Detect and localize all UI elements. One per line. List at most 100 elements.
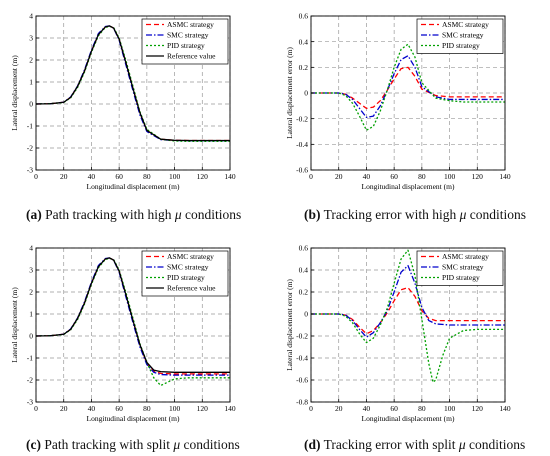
series-line <box>35 257 230 387</box>
x-tick-label: 100 <box>169 404 181 413</box>
caption-a: (a) Path tracking with high μ conditions <box>26 207 241 223</box>
x-tick-label: 140 <box>224 172 236 181</box>
chart-panel-a: 0 20 40 60 80 100 120 140 -3 -2 -1 0 1 2 3 4 Longitudina… <box>0 0 275 200</box>
caption-mu: μ <box>173 437 181 452</box>
y-tick-label: -3 <box>27 166 33 175</box>
x-tick-label: 40 <box>88 404 96 413</box>
legend-label: Reference value <box>167 284 216 293</box>
y-axis-label: Lateral displacement error (m) <box>285 47 294 139</box>
y-tick-label: -1 <box>27 122 33 131</box>
series-line <box>311 43 505 131</box>
caption-mu: μ <box>459 207 467 222</box>
y-tick-label: 0.6 <box>299 244 309 253</box>
x-tick-label: 60 <box>390 172 398 181</box>
legend-label: PID strategy <box>442 41 480 50</box>
legend-label: ASMC strategy <box>442 20 489 29</box>
x-tick-label: 120 <box>197 404 209 413</box>
legend-label: Reference value <box>167 52 216 61</box>
chart-svg: 0 20 40 60 80 100 120 140 -0.8 -0.6 -0.4 -0.2 0 0.2 0.… <box>285 244 511 423</box>
x-tick-label: 0 <box>34 404 38 413</box>
caption-label: (a) <box>26 207 42 222</box>
x-tick-label: 140 <box>499 404 511 413</box>
series-line <box>311 66 505 110</box>
y-tick-label: 3 <box>29 34 33 43</box>
chart-svg: 0 20 40 60 80 100 120 140 -3 -2 -1 0 1 2 3 4 Longitudina… <box>10 244 236 423</box>
chart-panel-c: 0 20 40 60 80 100 120 140 -3 -2 -1 0 1 2 3 4 Longitudina… <box>0 232 275 432</box>
x-tick-label: 60 <box>115 172 123 181</box>
x-tick-label: 20 <box>335 404 343 413</box>
caption-c: (c) Path tracking with split μ condition… <box>26 437 240 453</box>
plot-frame <box>35 15 231 171</box>
y-tick-label: -2 <box>27 376 33 385</box>
y-tick-label: -0.2 <box>296 114 308 123</box>
y-tick-label: -3 <box>27 398 33 407</box>
series-line <box>311 264 505 338</box>
chart-svg: 0 20 40 60 80 100 120 140 -3 -2 -1 0 1 2 3 4 Longitudina… <box>10 12 236 191</box>
y-tick-label: -0.8 <box>296 398 308 407</box>
caption-label: (b) <box>304 207 321 222</box>
plot-frame <box>35 247 231 403</box>
x-axis-label: Longitudinal displacement (m) <box>87 414 180 423</box>
y-tick-label: 3 <box>29 266 33 275</box>
x-axis-label: Longitudinal displacement (m) <box>87 182 180 191</box>
caption-text: Path tracking with split <box>40 437 174 452</box>
x-tick-label: 0 <box>309 172 313 181</box>
caption-label: (d) <box>304 437 321 452</box>
x-tick-label: 80 <box>418 172 426 181</box>
legend-label: SMC strategy <box>442 31 484 40</box>
x-tick-label: 20 <box>335 172 343 181</box>
caption-text: conditions <box>466 207 527 222</box>
x-tick-label: 40 <box>88 172 96 181</box>
caption-mu: μ <box>458 437 466 452</box>
x-tick-label: 0 <box>34 172 38 181</box>
x-tick-label: 100 <box>169 172 181 181</box>
y-tick-label: -0.4 <box>296 140 308 149</box>
caption-text: conditions <box>465 437 526 452</box>
y-axis-label: Lateral displacement error (m) <box>285 279 294 371</box>
y-tick-label: -1 <box>27 354 33 363</box>
x-tick-label: 100 <box>444 172 456 181</box>
x-tick-label: 120 <box>197 172 209 181</box>
x-tick-label: 60 <box>115 404 123 413</box>
caption-text: conditions <box>180 437 240 452</box>
chart-panel-d: 0 20 40 60 80 100 120 140 -0.8 -0.6 -0.4 -0.2 0 0.2 0.… <box>275 232 550 432</box>
x-tick-label: 140 <box>499 172 511 181</box>
y-tick-label: 0.2 <box>299 63 309 72</box>
y-tick-label: -0.4 <box>296 354 308 363</box>
y-tick-label: -0.6 <box>296 166 308 175</box>
caption-text: conditions <box>181 207 242 222</box>
caption-text: Tracking error with high <box>320 207 460 222</box>
x-tick-label: 120 <box>472 404 484 413</box>
x-axis-label: Longitudinal displacement (m) <box>362 414 455 423</box>
series-line <box>35 25 230 142</box>
x-tick-label: 40 <box>363 172 371 181</box>
y-tick-label: -0.2 <box>296 332 308 341</box>
y-axis-label: Lateral displacement (m) <box>10 287 19 363</box>
x-tick-label: 60 <box>390 404 398 413</box>
legend-label: ASMC strategy <box>167 252 214 261</box>
series-line <box>35 257 230 373</box>
y-tick-label: 0.4 <box>299 266 309 275</box>
x-axis-label: Longitudinal displacement (m) <box>362 182 455 191</box>
legend-label: PID strategy <box>167 41 205 50</box>
y-tick-label: 4 <box>29 12 33 21</box>
y-tick-label: 0 <box>29 332 33 341</box>
series-line <box>311 55 505 119</box>
legend-label: SMC strategy <box>442 263 484 272</box>
y-tick-label: 2 <box>29 288 33 297</box>
y-tick-label: 1 <box>29 78 33 87</box>
caption-text: Tracking error with split <box>320 437 459 452</box>
legend-label: SMC strategy <box>167 263 209 272</box>
y-tick-label: 0.6 <box>299 12 309 21</box>
y-tick-label: -2 <box>27 144 33 153</box>
caption-b: (b) Tracking error with high μ condition… <box>304 207 526 223</box>
legend-label: ASMC strategy <box>442 252 489 261</box>
y-tick-label: 1 <box>29 310 33 319</box>
y-tick-label: 0 <box>304 310 308 319</box>
caption-d: (d) Tracking error with split μ conditio… <box>304 437 525 453</box>
series-line <box>311 249 505 383</box>
